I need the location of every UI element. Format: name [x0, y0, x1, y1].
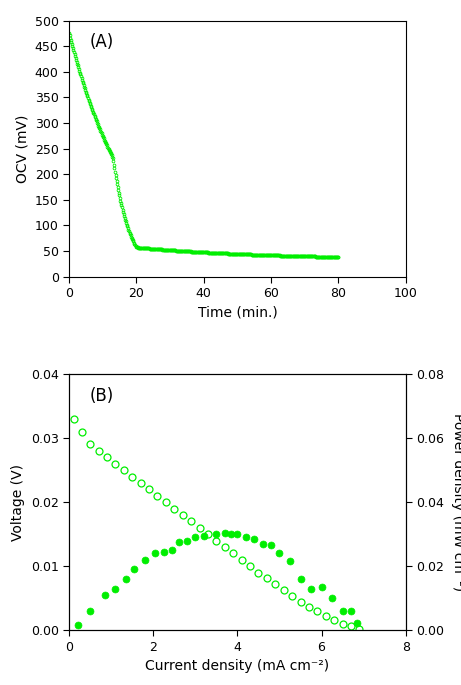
- X-axis label: Time (min.): Time (min.): [198, 306, 277, 320]
- Text: (B): (B): [89, 387, 113, 405]
- Text: (A): (A): [89, 34, 113, 51]
- Y-axis label: Power density (mW cm⁻²): Power density (mW cm⁻²): [451, 413, 461, 591]
- X-axis label: Current density (mA cm⁻²): Current density (mA cm⁻²): [145, 659, 330, 673]
- Y-axis label: Voltage (V): Voltage (V): [11, 464, 25, 540]
- Y-axis label: OCV (mV): OCV (mV): [15, 114, 29, 183]
